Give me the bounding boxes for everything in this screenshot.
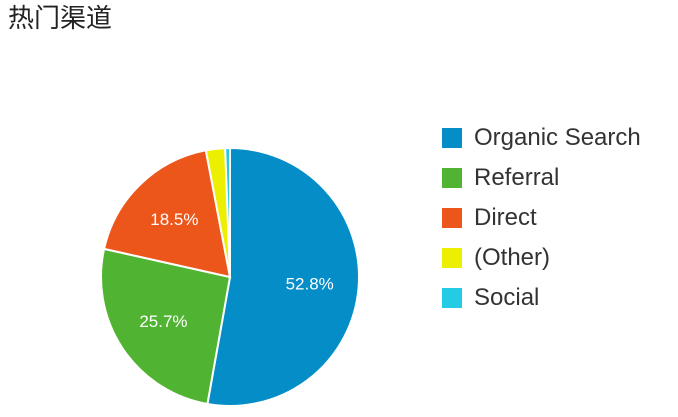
pie-slice-4[interactable] — [224, 146, 231, 278]
legend-item-1[interactable]: Referral — [442, 158, 641, 198]
legend-label-0: Organic Search — [474, 124, 641, 151]
legend-swatch-3 — [442, 248, 462, 268]
legend-label-3: (Other) — [474, 244, 551, 271]
chart-legend: Organic Search Referral Direct (Other) Socia… — [442, 118, 641, 318]
legend-item-0[interactable]: Organic Search — [442, 118, 641, 158]
pie-slice-0[interactable] — [206, 146, 360, 407]
pie-slice-label-0: 52.8% — [286, 275, 334, 294]
legend-label-2: Direct — [474, 204, 537, 231]
pie-slice-label-2: 18.5% — [150, 210, 198, 229]
page-title: 热门渠道 — [8, 4, 113, 34]
legend-swatch-2 — [442, 208, 462, 228]
pie-slice-2[interactable] — [102, 149, 232, 279]
legend-item-3[interactable]: (Other) — [442, 238, 641, 278]
legend-item-2[interactable]: Direct — [442, 198, 641, 238]
legend-swatch-0 — [442, 128, 462, 148]
pie-slice-1[interactable] — [100, 247, 232, 406]
pie-slice-label-1: 25.7% — [139, 312, 187, 331]
legend-label-1: Referral — [474, 164, 560, 191]
legend-item-4[interactable]: Social — [442, 278, 641, 318]
legend-swatch-1 — [442, 168, 462, 188]
legend-swatch-4 — [442, 288, 462, 308]
legend-label-4: Social — [474, 284, 540, 311]
